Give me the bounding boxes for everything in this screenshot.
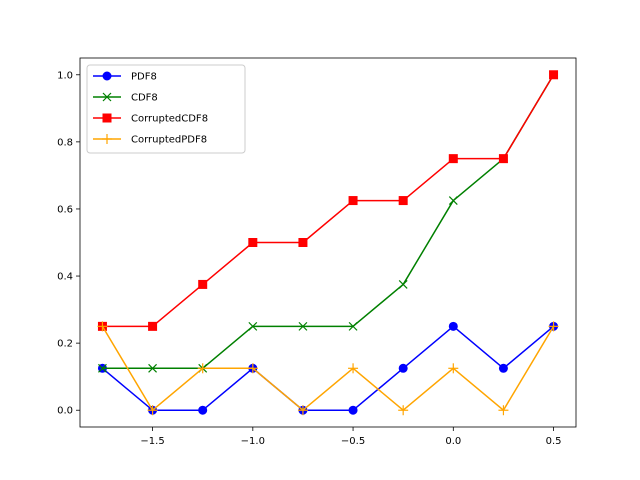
legend-marker-corruptedcdf8 xyxy=(102,113,112,123)
data-point-cdf8 xyxy=(298,321,308,331)
y-tick-label: 0.8 xyxy=(57,137,73,148)
data-point-cdf8-stroke-b xyxy=(348,321,358,331)
legend: PDF8 CDF8 CorruptedCDF8 CorruptedPDF8 xyxy=(86,64,246,154)
data-point-corruptedcdf8 xyxy=(498,154,508,164)
data-point-cdf8 xyxy=(448,196,458,205)
legend-marker-cdf8-stroke-b xyxy=(102,92,112,102)
data-point-cdf8-stroke-b xyxy=(398,280,408,289)
series-line-corruptedpdf8 xyxy=(101,325,555,411)
data-point-corruptedpdf8 xyxy=(548,321,559,332)
data-point-cdf8-stroke-b xyxy=(448,196,458,205)
legend-entry-corruptedpdf8: CorruptedPDF8 xyxy=(93,134,207,146)
data-point-corruptedcdf8 xyxy=(448,154,458,164)
x-tick-label: 0.5 xyxy=(546,436,562,447)
legend-marker-corruptedpdf8 xyxy=(102,134,112,144)
data-point-corruptedcdf8 xyxy=(398,196,408,206)
data-point-corruptedpdf8 xyxy=(147,405,158,416)
y-tick-label: 0.0 xyxy=(57,406,73,417)
data-point-pdf8 xyxy=(348,405,358,415)
data-point-cdf8 xyxy=(98,363,107,373)
x-tick-label: −1.0 xyxy=(241,436,265,447)
y-tick-label: 0.6 xyxy=(57,204,73,215)
y-tick-label: 0.2 xyxy=(57,339,73,350)
data-point-corruptedpdf8 xyxy=(197,363,208,374)
legend-entry-corruptedcdf8: CorruptedCDF8 xyxy=(93,113,208,125)
data-point-corruptedcdf8 xyxy=(198,279,208,289)
series-line-cdf8 xyxy=(102,74,555,370)
data-point-corruptedcdf8 xyxy=(348,196,358,206)
x-axis: −1.5 −1.0 −0.5 0.0 0.5 xyxy=(140,427,561,447)
y-axis: 0.0 0.2 0.4 0.6 0.8 1.0 xyxy=(57,70,80,417)
data-point-corruptedpdf8 xyxy=(297,405,308,416)
legend-label-corruptedpdf8: CorruptedPDF8 xyxy=(131,135,207,146)
data-point-cdf8-stroke-b xyxy=(298,321,308,331)
legend-marker-cdf8 xyxy=(102,92,112,102)
data-point-corruptedcdf8 xyxy=(549,70,559,80)
legend-marker-pdf8 xyxy=(102,71,112,81)
data-point-cdf8-stroke-b xyxy=(98,363,107,373)
data-point-cdf8-stroke-b xyxy=(148,363,157,373)
x-tick-label: −0.5 xyxy=(341,436,365,447)
legend-entry-cdf8: CDF8 xyxy=(93,93,158,104)
data-point-corruptedpdf8 xyxy=(398,405,409,416)
data-point-cdf8 xyxy=(148,363,157,373)
series-line-pdf8 xyxy=(101,325,555,411)
data-point-corruptedcdf8 xyxy=(298,238,308,247)
data-point-pdf8 xyxy=(198,405,208,415)
y-tick-label: 1.0 xyxy=(57,70,73,81)
data-point-corruptedpdf8 xyxy=(97,321,108,332)
data-point-corruptedcdf8 xyxy=(148,321,158,331)
data-point-pdf8 xyxy=(398,363,408,373)
legend-label-cdf8: CDF8 xyxy=(131,93,158,104)
legend-label-corruptedcdf8: CorruptedCDF8 xyxy=(131,114,208,125)
data-point-cdf8 xyxy=(248,321,258,331)
series-line-corruptedcdf8 xyxy=(102,74,555,328)
data-point-pdf8 xyxy=(498,363,508,373)
legend-entry-pdf8: PDF8 xyxy=(93,71,157,83)
y-tick-label: 0.4 xyxy=(57,272,73,283)
data-point-corruptedpdf8 xyxy=(348,363,359,374)
data-point-corruptedpdf8 xyxy=(448,363,459,374)
legend-box xyxy=(86,64,246,154)
data-point-corruptedpdf8 xyxy=(498,405,509,416)
data-point-pdf8 xyxy=(448,321,458,331)
x-tick-label: −1.5 xyxy=(140,436,164,447)
series-corruptedpdf8 xyxy=(97,321,559,416)
series-layer xyxy=(97,70,559,416)
data-point-cdf8 xyxy=(348,321,358,331)
x-tick-label: 0.0 xyxy=(445,436,461,447)
data-point-cdf8-stroke-b xyxy=(248,321,258,331)
plot-frame xyxy=(79,57,577,428)
legend-label-pdf8: PDF8 xyxy=(131,72,157,83)
data-point-corruptedpdf8 xyxy=(247,363,258,374)
data-point-corruptedcdf8 xyxy=(248,238,258,247)
data-point-cdf8 xyxy=(398,280,408,289)
